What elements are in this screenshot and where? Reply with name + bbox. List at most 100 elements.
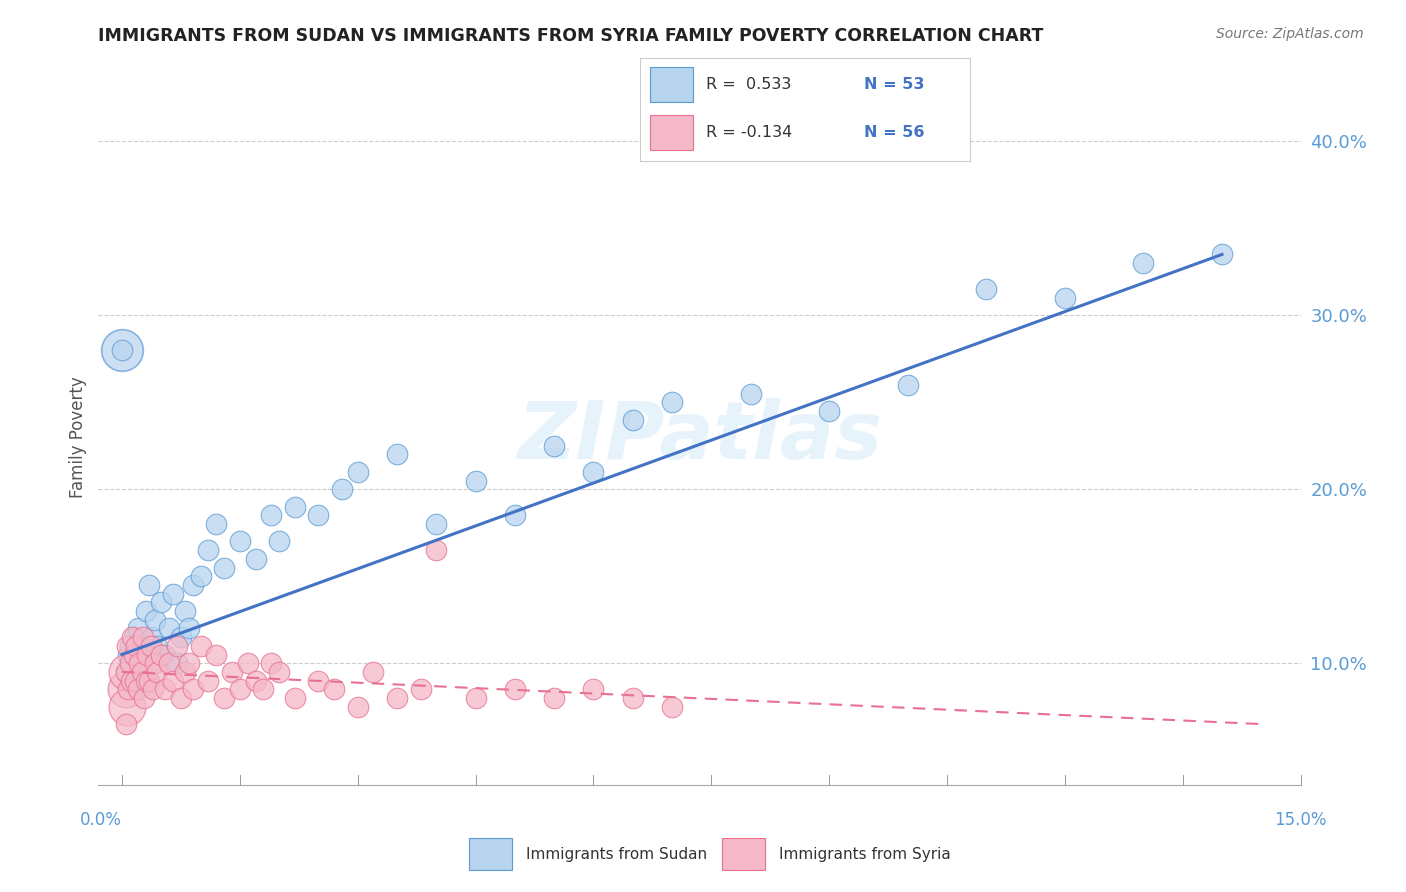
- Point: [131, 665, 153, 679]
- Point: [190, 639, 212, 653]
- Point: [170, 630, 193, 644]
- Point: [157, 621, 180, 635]
- Text: IMMIGRANTS FROM SUDAN VS IMMIGRANTS FROM SYRIA FAMILY POVERTY CORRELATION CHART: IMMIGRANTS FROM SUDAN VS IMMIGRANTS FROM…: [98, 27, 1043, 45]
- Text: Immigrants from Syria: Immigrants from Syria: [779, 847, 952, 862]
- Point: [740, 386, 762, 401]
- Point: [181, 578, 204, 592]
- Point: [897, 378, 920, 392]
- Point: [197, 543, 219, 558]
- Point: [111, 343, 134, 358]
- Point: [177, 657, 200, 671]
- Point: [115, 682, 138, 697]
- Point: [138, 578, 160, 592]
- Point: [661, 699, 683, 714]
- Point: [115, 665, 138, 679]
- Text: R =  0.533: R = 0.533: [706, 77, 792, 92]
- Text: R = -0.134: R = -0.134: [706, 126, 792, 140]
- Point: [307, 508, 329, 523]
- Point: [543, 690, 565, 705]
- Point: [363, 665, 385, 679]
- Point: [125, 657, 148, 671]
- Point: [284, 690, 307, 705]
- FancyBboxPatch shape: [723, 838, 765, 871]
- Point: [425, 516, 447, 531]
- Point: [142, 657, 165, 671]
- Point: [245, 551, 267, 566]
- Point: [346, 699, 368, 714]
- Point: [121, 630, 143, 644]
- Point: [245, 673, 267, 688]
- Point: [190, 569, 212, 583]
- Point: [139, 639, 162, 653]
- Y-axis label: Family Poverty: Family Poverty: [69, 376, 87, 498]
- Point: [150, 648, 173, 662]
- Point: [155, 648, 177, 662]
- Point: [974, 282, 997, 296]
- Text: 0.0%: 0.0%: [80, 811, 122, 829]
- Point: [132, 630, 155, 644]
- Point: [135, 604, 157, 618]
- Point: [143, 613, 166, 627]
- Point: [162, 587, 184, 601]
- Point: [181, 682, 204, 697]
- Point: [1132, 256, 1154, 270]
- Point: [162, 673, 184, 688]
- Text: N = 56: N = 56: [865, 126, 925, 140]
- Point: [205, 648, 228, 662]
- Point: [621, 690, 644, 705]
- Point: [150, 595, 173, 609]
- Point: [621, 412, 644, 427]
- Text: N = 53: N = 53: [865, 77, 925, 92]
- Point: [236, 657, 259, 671]
- Point: [818, 404, 841, 418]
- Point: [323, 682, 346, 697]
- Point: [155, 682, 177, 697]
- Point: [136, 648, 159, 662]
- Point: [117, 639, 139, 653]
- Point: [131, 648, 153, 662]
- Point: [111, 343, 134, 358]
- Point: [260, 508, 283, 523]
- Point: [464, 474, 486, 488]
- Text: Source: ZipAtlas.com: Source: ZipAtlas.com: [1216, 27, 1364, 41]
- Text: Immigrants from Sudan: Immigrants from Sudan: [526, 847, 707, 862]
- Point: [330, 482, 353, 496]
- Point: [127, 621, 149, 635]
- Point: [269, 665, 291, 679]
- Point: [118, 657, 141, 671]
- Point: [135, 673, 157, 688]
- Point: [385, 690, 408, 705]
- Point: [115, 665, 138, 679]
- FancyBboxPatch shape: [650, 115, 693, 150]
- Point: [125, 639, 148, 653]
- Point: [115, 665, 138, 679]
- Point: [157, 657, 180, 671]
- Point: [166, 657, 188, 671]
- Point: [117, 699, 139, 714]
- Point: [166, 639, 188, 653]
- Point: [138, 673, 160, 688]
- Point: [122, 648, 145, 662]
- FancyBboxPatch shape: [468, 838, 512, 871]
- Point: [582, 682, 605, 697]
- Point: [307, 673, 329, 688]
- Point: [346, 465, 368, 479]
- Text: 15.0%: 15.0%: [1274, 811, 1327, 829]
- Point: [115, 717, 138, 731]
- Point: [252, 682, 274, 697]
- Text: ZIPatlas: ZIPatlas: [517, 398, 882, 476]
- Point: [385, 447, 408, 462]
- Point: [141, 630, 163, 644]
- Point: [205, 516, 228, 531]
- Point: [1211, 247, 1233, 261]
- Point: [128, 657, 150, 671]
- Point: [127, 682, 149, 697]
- Point: [173, 604, 195, 618]
- Point: [229, 682, 252, 697]
- Point: [122, 630, 145, 644]
- Point: [173, 665, 195, 679]
- Point: [177, 621, 200, 635]
- Point: [142, 682, 165, 697]
- Point: [425, 543, 447, 558]
- Point: [221, 665, 243, 679]
